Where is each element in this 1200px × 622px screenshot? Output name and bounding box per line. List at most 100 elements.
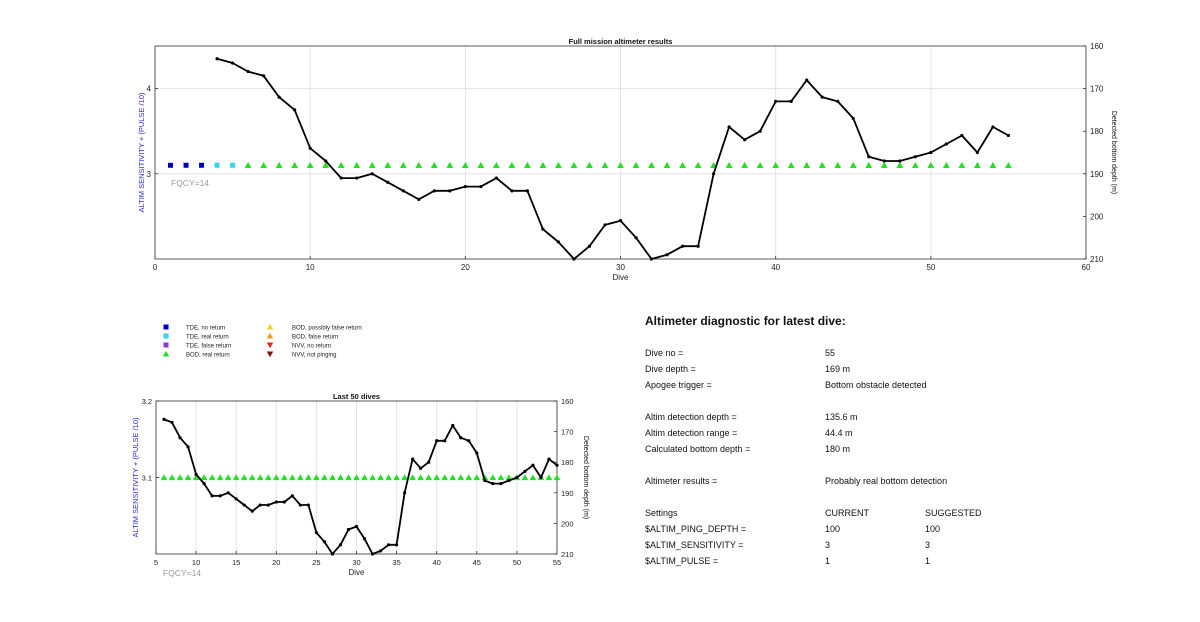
bottom-depth-point [634,236,638,240]
marker-bod-real-return [756,161,764,168]
marker-bod-real-return [505,474,513,481]
marker-bod-real-return [368,161,376,168]
diagnostic-label-detection-range: Altim detection range = [645,428,738,438]
chart-full-mission: 0 10 20 30 40 50 60 3 4 160 170 180 190 200 210 Full mi… [137,37,1117,282]
marker-bod-real-return [481,474,489,481]
marker-bod-real-return [679,161,686,168]
bottom-depth-point [523,469,527,473]
bottom-depth-point [539,475,543,480]
settings-header-suggested: SUGGESTED [925,508,982,518]
bottom-depth-point [467,439,471,443]
marker-tde-real-return [214,162,220,168]
marker-bod-real-return [555,161,562,168]
marker-bod-real-return [508,161,516,168]
x-tick-label: 15 [232,558,240,567]
bottom-depth-point [246,69,250,74]
marker-bod-real-return [477,161,485,168]
legend-label: TDE, no return [186,326,225,332]
setting-suggested-sensitivity: 3 [925,540,931,550]
bottom-depth-point [727,125,731,129]
bottom-depth-point [975,150,979,155]
y-left-tick-label: 3 [147,170,152,179]
bottom-depth-point [459,436,463,440]
marker-bod-real-return [441,474,449,481]
bottom-depth-point [401,189,405,193]
marker-bod-real-return [489,474,497,481]
marker-bod-real-return [497,474,505,481]
bottom-depth-point [960,133,964,138]
bottom-depth-point [308,146,312,150]
bottom-depth-point [338,543,343,547]
bottom-depth-point [1006,133,1011,138]
bottom-depth-point [258,503,262,507]
marker-tde-no-return [199,162,205,168]
marker-tde-no-return [183,162,189,168]
diagnostic-value-detection-range: 44.4 m [825,428,853,438]
marker-bod-real-return [461,161,469,168]
setting-name-pulse: $ALTIM_PULSE = [645,556,719,566]
bottom-depth-point [836,99,840,103]
x-tick-label: 60 [1082,263,1091,272]
legend-marker-bod-real-return [162,350,170,357]
legend-label: NVV, no return [292,344,331,350]
legend-marker-tde-no-return [163,324,169,330]
y-right-tick-label: 210 [561,550,574,559]
y-left-tick-label: 3.1 [142,474,152,483]
marker-bod-real-return [694,161,702,168]
legend-marker-nvv-not-pinging [266,351,274,358]
bottom-depth-point [665,253,669,257]
marker-bod-real-return [305,474,312,481]
marker-bod-real-return [529,474,537,481]
bottom-depth-point [226,491,230,495]
bottom-depth-point [696,244,700,248]
bottom-depth-point [378,549,383,553]
y-right-tick-label: 180 [1090,127,1104,136]
marker-bod-real-return [545,474,553,481]
x-tick-label: 45 [473,558,481,567]
marker-bod-real-return [240,474,248,481]
marker-bod-real-return [313,474,320,481]
marker-bod-real-return [617,161,624,168]
marker-bod-real-return [803,161,811,168]
bottom-depth-point [330,552,335,556]
bottom-depth-point [435,439,439,443]
y-right-tick-label: 180 [561,458,574,467]
bottom-depth-point [587,244,592,248]
diagnostic-value-detection-depth: 135.6 m [825,412,858,422]
marker-bod-real-return [256,474,264,481]
marker-bod-real-return [632,161,640,168]
marker-bod-real-return [473,474,481,481]
bottom-depth-point [266,503,270,507]
bottom-depth-point [250,509,254,513]
x-tick-label: 50 [926,263,935,272]
bottom-depth-point [649,257,654,261]
marker-bod-real-return [200,474,208,481]
diagnostic-value-altimeter-results: Probably real bottom detection [825,476,948,486]
bottom-depth-point [411,457,415,461]
legend-marker-bod-possibly-false-return [266,323,274,330]
bottom-depth-point [531,463,535,467]
marker-bod-real-return [896,161,904,168]
marker-bod-real-return [345,474,352,481]
fqcy-annotation: FQCY=14 [171,178,209,188]
bottom-depth-point [494,176,498,180]
marker-bod-real-return [539,161,547,168]
bottom-depth-point [215,57,219,61]
bottom-depth-point [298,503,302,507]
marker-bod-real-return [289,474,296,481]
setting-suggested-pulse: 1 [925,556,931,566]
legend-marker-tde-false-return [163,342,169,348]
diagnostic-title: Altimeter diagnostic for latest dive: [645,314,846,328]
bottom-depth-point [479,184,483,189]
bottom-depth-point [242,503,246,507]
bottom-depth-point [178,436,182,440]
marker-bod-real-return [306,161,314,168]
bottom-depth-point [603,223,607,227]
marker-bod-real-return [586,161,593,168]
marker-bod-real-return [958,161,966,168]
marker-bod-real-return [787,161,795,168]
marker-bod-real-return [401,474,408,481]
marker-bod-real-return [521,474,529,481]
bottom-depth-point [346,527,351,532]
bottom-depth-point [541,227,545,231]
